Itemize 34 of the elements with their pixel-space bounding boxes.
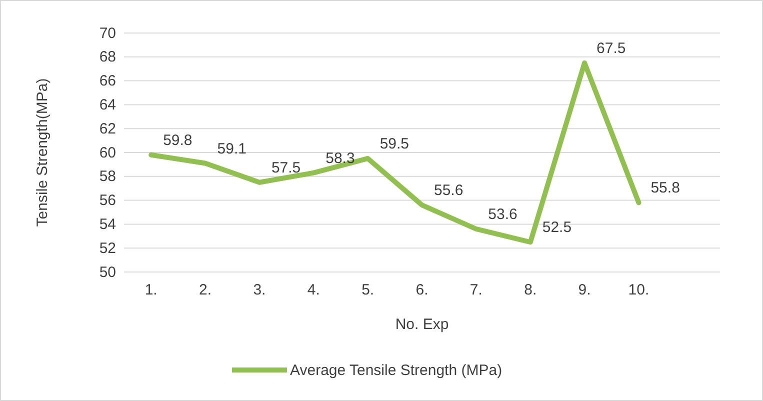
x-tick-label: 10. xyxy=(628,282,650,299)
x-tick-label: 2. xyxy=(199,282,212,299)
x-tick-label: 3. xyxy=(253,282,266,299)
y-tick-label: 52 xyxy=(99,240,116,257)
y-tick-label: 64 xyxy=(99,96,116,114)
data-label: 67.5 xyxy=(596,40,626,57)
x-tick-label: 8. xyxy=(524,282,537,299)
data-label: 53.6 xyxy=(488,206,518,223)
data-label: 58.3 xyxy=(326,150,355,167)
x-tick-label: 4. xyxy=(307,282,320,299)
x-tick-label: 7. xyxy=(470,282,482,299)
y-tick-label: 60 xyxy=(99,144,116,162)
data-label: 59.8 xyxy=(163,132,192,149)
y-tick-label: 62 xyxy=(99,120,116,138)
x-axis-title: No. Exp xyxy=(395,316,449,333)
y-tick-label: 58 xyxy=(99,168,116,186)
legend-label: Average Tensile Strength (MPa) xyxy=(290,362,502,379)
x-tick-label: 1. xyxy=(144,282,158,299)
data-label: 59.5 xyxy=(380,135,410,152)
data-label: 52.5 xyxy=(542,219,572,236)
y-tick-label: 70 xyxy=(99,24,116,42)
y-tick-label: 68 xyxy=(99,48,116,66)
data-label: 55.8 xyxy=(650,180,680,197)
y-tick-label: 56 xyxy=(99,192,116,210)
data-label: 59.1 xyxy=(217,140,246,158)
y-tick-label: 66 xyxy=(99,72,116,90)
data-label: 55.6 xyxy=(434,182,464,200)
y-tick-label: 50 xyxy=(99,264,116,281)
y-axis-title: Tensile Strength(MPa) xyxy=(34,78,51,227)
y-tick-label: 54 xyxy=(99,216,116,233)
x-tick-label: 9. xyxy=(578,282,591,299)
data-label: 57.5 xyxy=(271,159,301,176)
x-tick-label: 5. xyxy=(362,282,374,299)
x-tick-label: 6. xyxy=(416,282,428,299)
